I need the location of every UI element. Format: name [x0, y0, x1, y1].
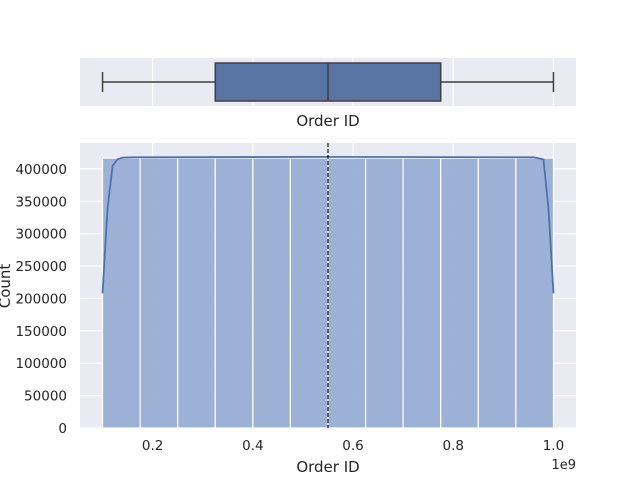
y-tick-labels: 0 50000 100000 150000 200000 250000 300000 3500… — [15, 162, 67, 437]
kde-curve — [101, 155, 555, 294]
y-tick-label: 0 — [58, 421, 67, 437]
histogram-bar — [477, 157, 517, 429]
histogram-x-axis-label: Order ID — [296, 458, 359, 476]
histogram-bar — [177, 157, 216, 429]
histogram-bar — [440, 157, 479, 429]
boxplot-panel: Order ID — [80, 58, 576, 130]
y-tick-label: 100000 — [15, 356, 67, 372]
boxplot-x-axis-label: Order ID — [296, 112, 359, 130]
x-tick-label: 0.8 — [443, 438, 464, 454]
x-tick-label: 0.6 — [342, 438, 363, 454]
histogram-bar — [289, 157, 329, 429]
histogram-bar — [214, 157, 254, 429]
histogram-panel: 0 50000 100000 150000 200000 250000 300000 3500… — [0, 143, 576, 476]
y-tick-label: 400000 — [15, 162, 67, 178]
x-tick-label: 0.4 — [242, 438, 263, 454]
y-tick-label: 300000 — [15, 227, 67, 243]
histogram-bar — [252, 157, 292, 429]
y-tick-label: 50000 — [24, 389, 67, 405]
x-tick-label: 1.0 — [543, 438, 564, 454]
boxplot-marks — [101, 62, 555, 102]
histogram-bar — [402, 157, 442, 429]
x-tick-labels: 0.2 0.4 0.6 0.8 1.0 — [142, 438, 564, 454]
y-tick-label: 250000 — [15, 259, 67, 275]
histogram-bar — [327, 157, 367, 429]
y-tick-label: 150000 — [15, 324, 67, 340]
kde-line — [101, 155, 555, 294]
histogram-bar — [364, 157, 404, 429]
y-tick-label: 200000 — [15, 291, 67, 307]
histogram-y-axis-label: Count — [0, 264, 14, 309]
x-tick-label: 0.2 — [142, 438, 163, 454]
x-axis-scale-label: 1e9 — [551, 458, 576, 473]
histogram-bar — [139, 157, 179, 429]
y-tick-label: 350000 — [15, 194, 67, 210]
